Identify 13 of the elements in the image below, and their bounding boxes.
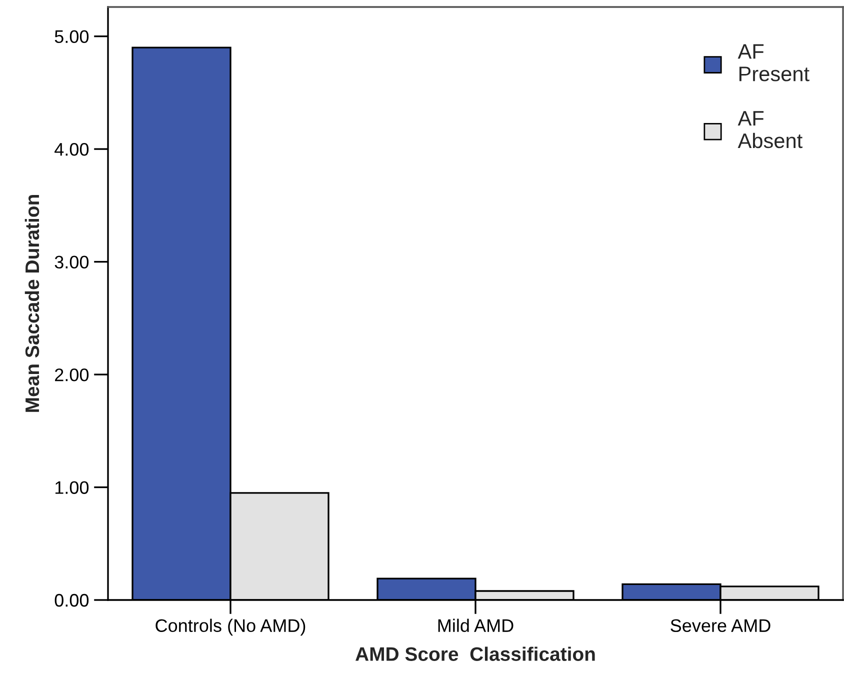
y-tick-label: 5.00	[54, 30, 89, 44]
x-tick-label: Severe AMD	[670, 619, 770, 632]
y-tick-label: 1.00	[55, 481, 89, 494]
x-tick-label: Controls (No AMD)	[156, 618, 306, 636]
legend-label: AF Absent	[738, 111, 802, 148]
y-tick-label: 3.00	[54, 256, 89, 269]
y-axis-title: Mean Saccade Duration	[24, 195, 40, 412]
x-tick-label: Mild AMD	[438, 618, 514, 632]
y-tick-label: 0.00	[54, 594, 89, 607]
y-tick-label: 2.00	[55, 368, 89, 382]
x-axis-title: AMD Score Classification	[356, 646, 595, 661]
legend-label: AF Present	[738, 44, 810, 82]
y-tick-label: 4.00	[54, 142, 89, 156]
